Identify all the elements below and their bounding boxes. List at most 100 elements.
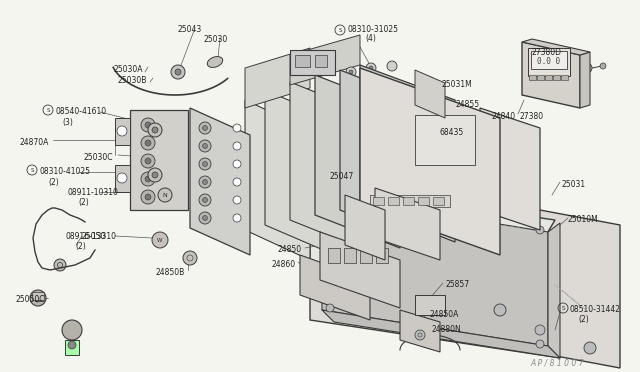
Text: 25030C: 25030C [83, 153, 113, 162]
Polygon shape [580, 52, 590, 108]
Bar [403, 197, 414, 205]
Circle shape [199, 158, 211, 170]
Circle shape [367, 100, 423, 156]
Circle shape [199, 122, 211, 134]
Text: 25047: 25047 [330, 172, 355, 181]
Circle shape [152, 172, 158, 178]
Circle shape [202, 125, 207, 131]
Circle shape [600, 63, 606, 69]
Text: 0.0 0: 0.0 0 [538, 57, 561, 65]
Circle shape [145, 176, 151, 182]
Text: (2): (2) [75, 242, 86, 251]
Text: N: N [163, 192, 168, 198]
Circle shape [175, 69, 181, 75]
Text: 24860: 24860 [272, 260, 296, 269]
Polygon shape [315, 75, 400, 248]
Text: 24880N: 24880N [432, 325, 461, 334]
Circle shape [141, 154, 155, 168]
Polygon shape [375, 188, 440, 260]
Circle shape [421, 301, 429, 309]
Polygon shape [415, 70, 445, 118]
Polygon shape [65, 340, 79, 355]
Circle shape [199, 212, 211, 224]
Circle shape [346, 67, 356, 77]
Text: 24870A: 24870A [20, 138, 49, 147]
Circle shape [202, 161, 207, 167]
Circle shape [202, 180, 207, 185]
Circle shape [141, 136, 155, 150]
Polygon shape [322, 195, 548, 346]
Circle shape [392, 125, 398, 131]
Text: S: S [561, 305, 564, 311]
Bar [328, 248, 340, 263]
Circle shape [141, 172, 155, 186]
Polygon shape [360, 68, 500, 255]
Circle shape [427, 97, 433, 103]
Polygon shape [400, 310, 440, 352]
Text: S: S [46, 108, 50, 112]
Ellipse shape [207, 57, 223, 67]
Text: 25030A: 25030A [113, 65, 143, 74]
Circle shape [145, 122, 151, 128]
Text: 08911-10310: 08911-10310 [68, 188, 119, 197]
Text: 25030B: 25030B [118, 76, 147, 85]
Bar [32, 292, 44, 300]
Polygon shape [190, 108, 250, 255]
Circle shape [582, 63, 592, 73]
Circle shape [349, 70, 353, 74]
Text: 25050: 25050 [82, 232, 106, 241]
Text: 68435: 68435 [440, 128, 464, 137]
Text: 24850A: 24850A [430, 310, 460, 319]
Text: 08310-31025: 08310-31025 [348, 25, 399, 34]
Circle shape [171, 65, 185, 79]
Circle shape [152, 232, 168, 248]
Bar [360, 248, 372, 263]
Text: 25031M: 25031M [442, 80, 473, 89]
Circle shape [427, 87, 433, 93]
Polygon shape [340, 70, 430, 245]
Circle shape [145, 194, 151, 200]
Text: 25010M: 25010M [568, 215, 599, 224]
Circle shape [535, 325, 545, 335]
Circle shape [233, 160, 241, 168]
Text: W: W [157, 237, 163, 243]
Circle shape [326, 194, 334, 202]
Polygon shape [522, 42, 580, 108]
Text: (4): (4) [365, 34, 376, 43]
Text: 25031: 25031 [562, 180, 586, 189]
Text: 08916-13310: 08916-13310 [65, 232, 116, 241]
Text: 27380D: 27380D [532, 48, 562, 57]
Text: 08310-41025: 08310-41025 [40, 167, 91, 176]
Circle shape [199, 140, 211, 152]
Circle shape [233, 178, 241, 186]
Circle shape [420, 120, 444, 144]
Circle shape [202, 144, 207, 148]
Circle shape [233, 124, 241, 132]
Bar [415, 295, 445, 315]
Circle shape [62, 320, 82, 340]
Circle shape [373, 153, 417, 197]
Polygon shape [290, 35, 360, 85]
Circle shape [427, 107, 433, 113]
Circle shape [366, 63, 376, 73]
Bar [295, 55, 310, 67]
Circle shape [369, 66, 373, 70]
Bar [418, 197, 429, 205]
Circle shape [326, 304, 334, 312]
Bar [290, 50, 335, 75]
Circle shape [30, 290, 46, 306]
Bar [561, 75, 568, 80]
Text: 08540-41610: 08540-41610 [56, 107, 107, 116]
Polygon shape [290, 82, 370, 252]
Polygon shape [345, 195, 385, 260]
Circle shape [117, 173, 127, 183]
Circle shape [141, 190, 155, 204]
Circle shape [34, 294, 42, 302]
Bar [529, 75, 536, 80]
Circle shape [393, 173, 397, 177]
Polygon shape [245, 100, 310, 260]
Circle shape [233, 196, 241, 204]
Circle shape [488, 123, 532, 167]
Text: 25043: 25043 [177, 25, 201, 34]
Bar [537, 75, 544, 80]
